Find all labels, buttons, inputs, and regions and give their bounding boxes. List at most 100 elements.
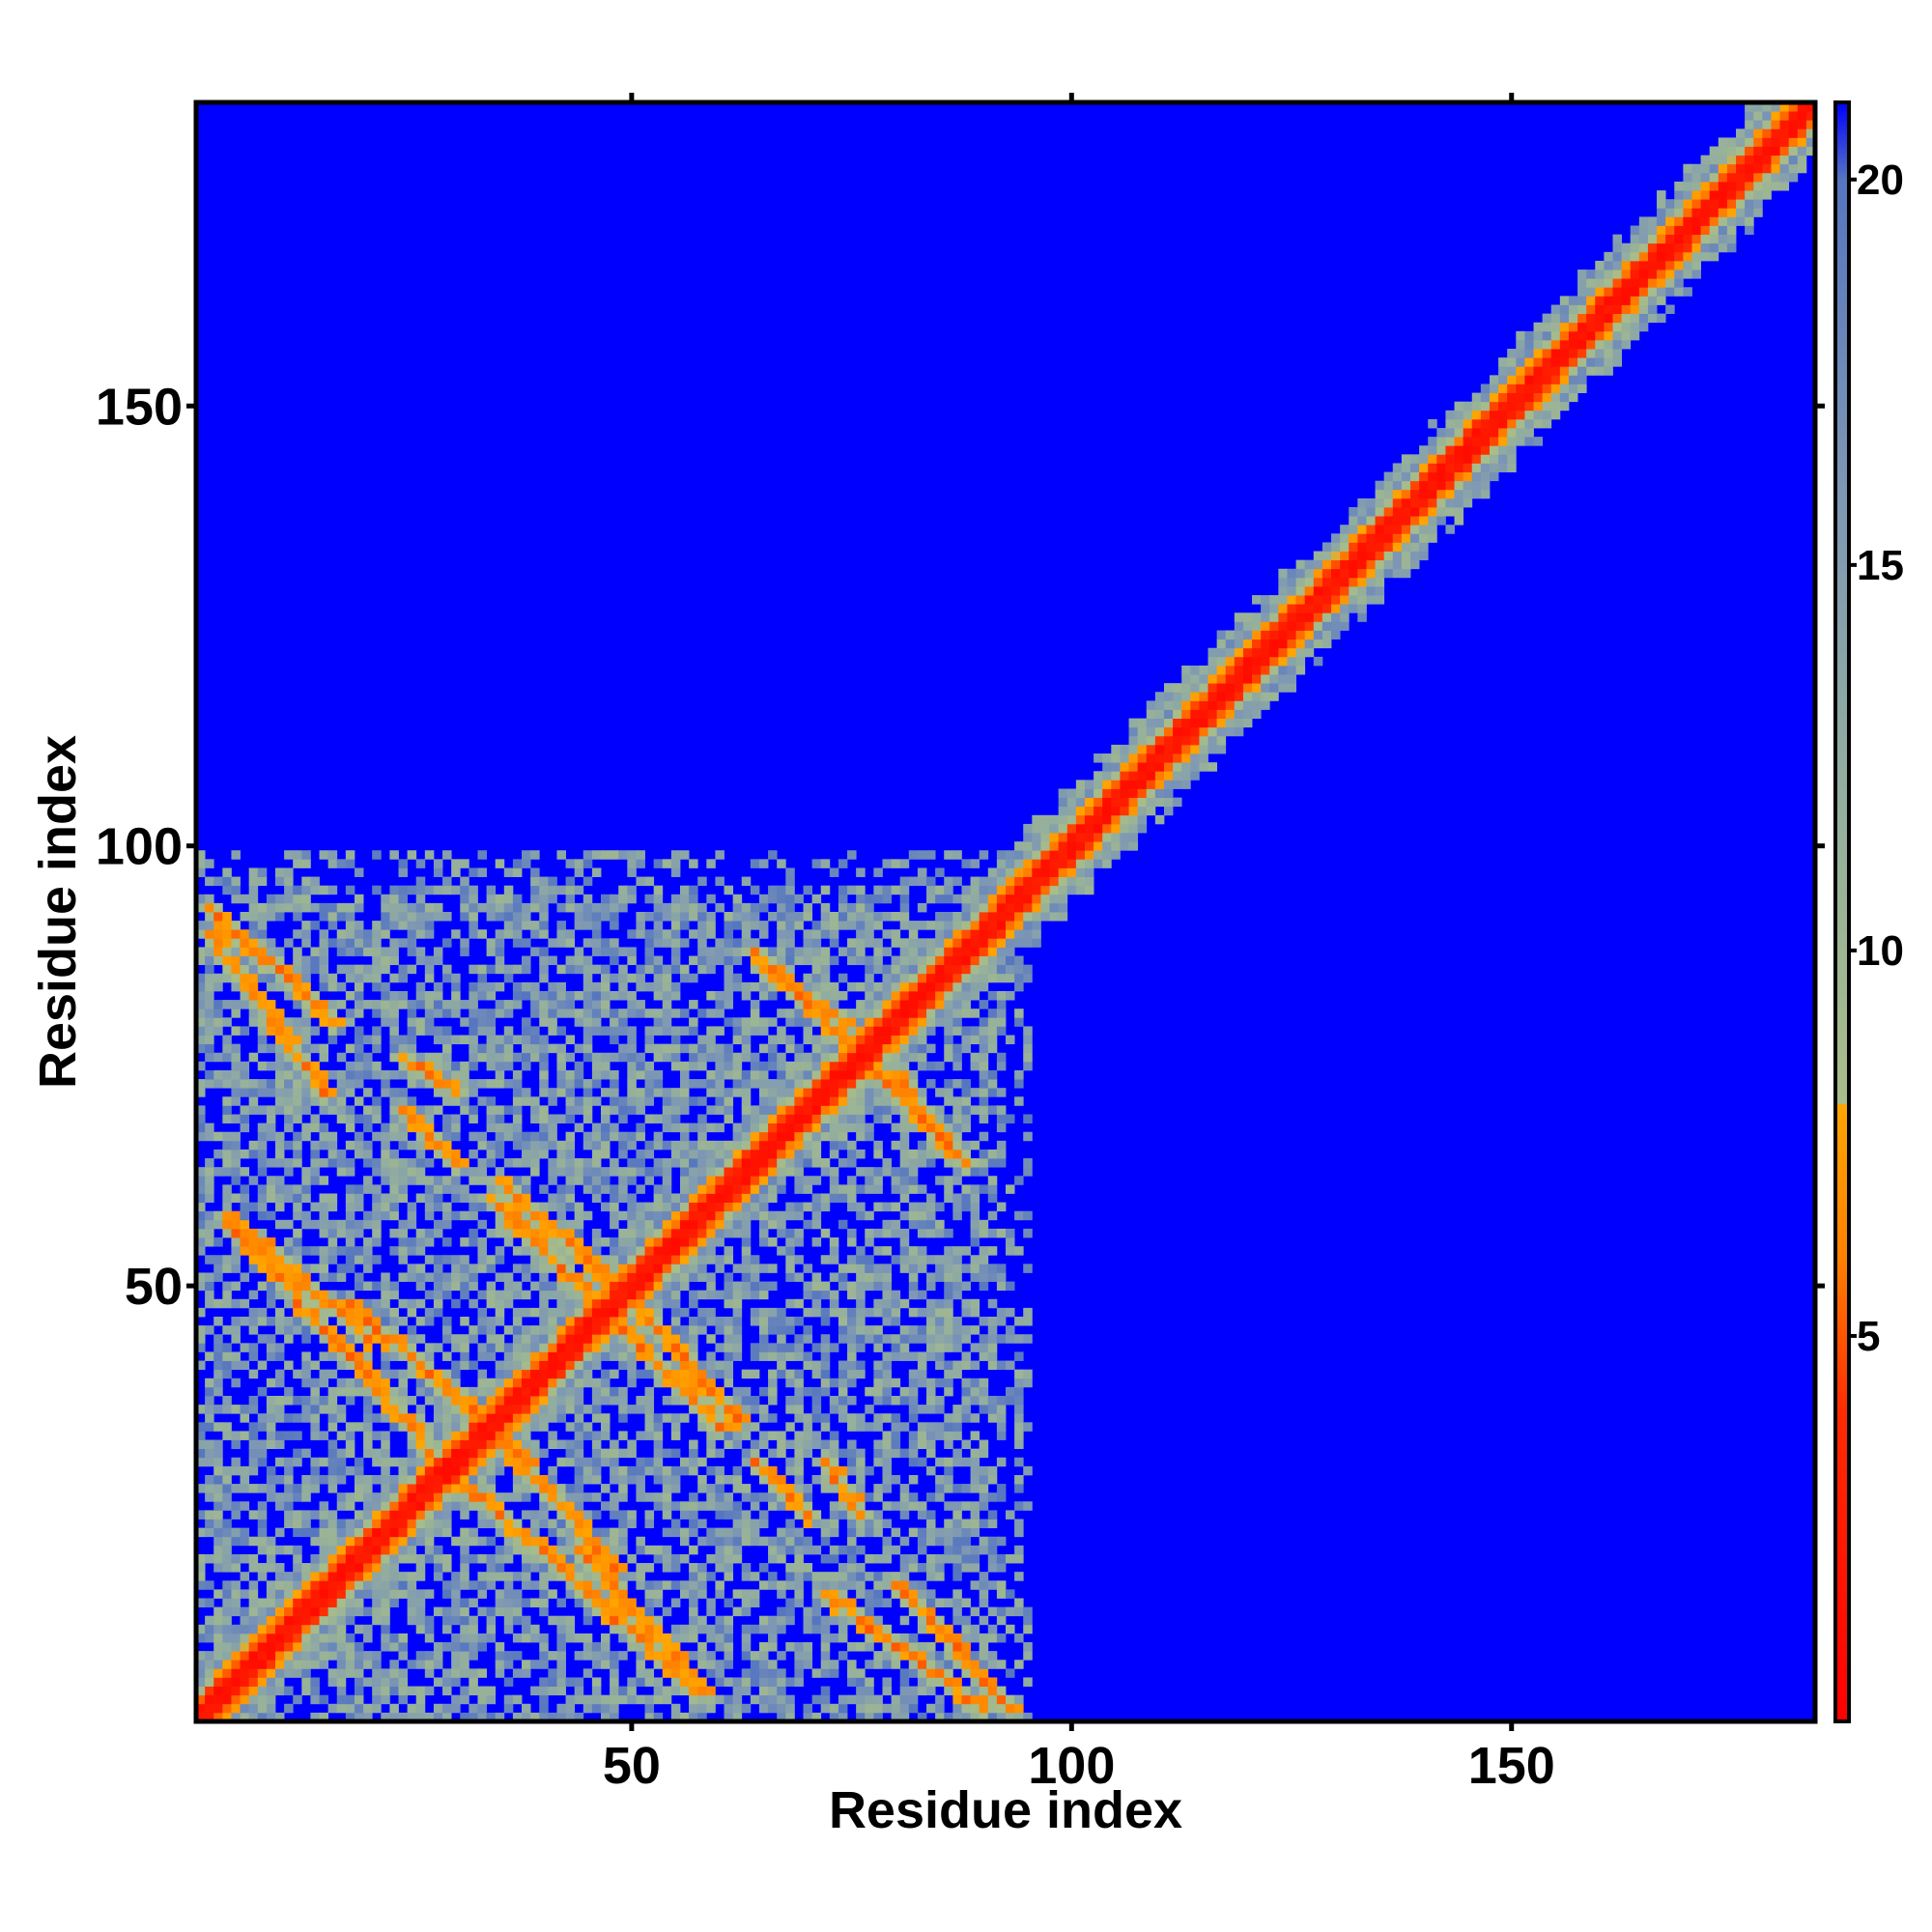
heatmap-cell	[407, 1553, 417, 1564]
heatmap-cell	[389, 1210, 399, 1221]
heatmap-cell	[715, 1193, 724, 1203]
heatmap-cell	[336, 1660, 347, 1669]
heatmap-cell	[381, 1140, 390, 1151]
heatmap-cell	[381, 1317, 390, 1326]
heatmap-cell	[512, 1158, 523, 1168]
heatmap-cell	[248, 1017, 259, 1027]
heatmap-cell	[336, 1703, 347, 1714]
heatmap-cell	[653, 1448, 664, 1459]
heatmap-cell	[433, 1465, 443, 1476]
heatmap-cell	[451, 1474, 461, 1485]
heatmap-cell	[363, 1563, 373, 1573]
heatmap-cell	[820, 1422, 831, 1432]
heatmap-cell	[636, 921, 645, 930]
heatmap-cell	[293, 1017, 302, 1027]
heatmap-cell	[522, 1360, 531, 1371]
heatmap-cell	[442, 1378, 452, 1388]
heatmap-cell	[582, 964, 593, 975]
heatmap-cell	[758, 921, 769, 930]
heatmap-cell	[539, 1219, 549, 1230]
heatmap-cell	[591, 1325, 602, 1335]
heatmap-cell	[732, 1052, 743, 1063]
heatmap-cell	[381, 912, 390, 922]
heatmap-cell	[231, 1694, 241, 1705]
heatmap-cell	[618, 973, 628, 983]
heatmap-cell	[398, 1465, 409, 1476]
heatmap-cell	[574, 1210, 584, 1221]
heatmap-cell	[582, 973, 593, 983]
heatmap-cell	[477, 1176, 487, 1185]
heatmap-cell	[248, 1395, 259, 1406]
heatmap-cell	[724, 1677, 734, 1687]
heatmap-cell	[636, 1606, 645, 1617]
heatmap-cell	[398, 1492, 409, 1502]
heatmap-cell	[433, 1026, 443, 1036]
heatmap-cell	[274, 1140, 285, 1151]
heatmap-cell	[750, 902, 760, 913]
heatmap-cell	[556, 885, 566, 895]
heatmap-cell	[820, 1105, 831, 1115]
heatmap-cell	[636, 1202, 645, 1212]
heatmap-cell	[522, 1149, 531, 1159]
heatmap-cell	[319, 1052, 329, 1063]
heatmap-cell	[785, 1351, 795, 1361]
heatmap-cell	[398, 1228, 409, 1238]
heatmap-cell	[556, 990, 566, 1001]
heatmap-cell	[522, 1219, 531, 1230]
heatmap-cell	[389, 1633, 399, 1643]
heatmap-cell	[381, 1642, 390, 1652]
heatmap-cell	[627, 1694, 637, 1705]
heatmap-cell	[662, 1484, 672, 1493]
heatmap-cell	[293, 955, 302, 966]
heatmap-cell	[407, 1572, 417, 1581]
heatmap-cell	[582, 1325, 593, 1335]
heatmap-cell	[670, 1317, 681, 1326]
heatmap-cell	[424, 1668, 435, 1678]
heatmap-cell	[442, 1484, 452, 1493]
heatmap-cell	[689, 912, 698, 922]
heatmap-cell	[582, 1510, 593, 1520]
heatmap-cell	[213, 921, 223, 930]
heatmap-cell	[310, 1624, 320, 1634]
heatmap-cell	[689, 1527, 698, 1538]
heatmap-cell	[486, 1615, 497, 1626]
heatmap-cell	[539, 990, 549, 1001]
heatmap-cell	[644, 1642, 655, 1652]
heatmap-cell	[811, 1457, 822, 1467]
heatmap-cell	[732, 1510, 743, 1520]
heatmap-cell	[266, 894, 276, 904]
heatmap-cell	[460, 1563, 469, 1573]
heatmap-cell	[565, 1114, 576, 1124]
heatmap-cell	[627, 1624, 637, 1634]
heatmap-cell	[522, 1510, 531, 1520]
heatmap-cell	[591, 1228, 602, 1238]
heatmap-cell	[398, 1712, 409, 1722]
heatmap-cell	[415, 876, 426, 887]
heatmap-cell	[424, 1660, 435, 1669]
heatmap-cell	[398, 1545, 409, 1555]
heatmap-cell	[601, 1563, 611, 1573]
heatmap-cell	[257, 1193, 268, 1203]
heatmap-cell	[477, 1079, 487, 1089]
heatmap-cell	[758, 1405, 769, 1414]
heatmap-cell	[284, 1465, 294, 1476]
heatmap-cell	[477, 981, 487, 992]
heatmap-cell	[240, 1088, 250, 1097]
heatmap-cell	[697, 1694, 707, 1705]
heatmap-cell	[556, 938, 566, 948]
heatmap-cell	[372, 973, 382, 983]
heatmap-cell	[407, 1448, 417, 1459]
heatmap-cell	[222, 1131, 232, 1142]
heatmap-cell	[670, 1264, 681, 1273]
heatmap-cell	[662, 1563, 672, 1573]
heatmap-cell	[477, 1386, 487, 1397]
heatmap-cell	[750, 1149, 760, 1159]
heatmap-cell	[785, 902, 795, 913]
heatmap-cell	[636, 1210, 645, 1221]
heatmap-cell	[803, 1439, 813, 1450]
heatmap-cell	[345, 1043, 355, 1054]
heatmap-cell	[389, 1413, 399, 1423]
heatmap-cell	[574, 1069, 584, 1080]
heatmap-cell	[398, 1105, 409, 1115]
heatmap-cell	[670, 1686, 681, 1696]
